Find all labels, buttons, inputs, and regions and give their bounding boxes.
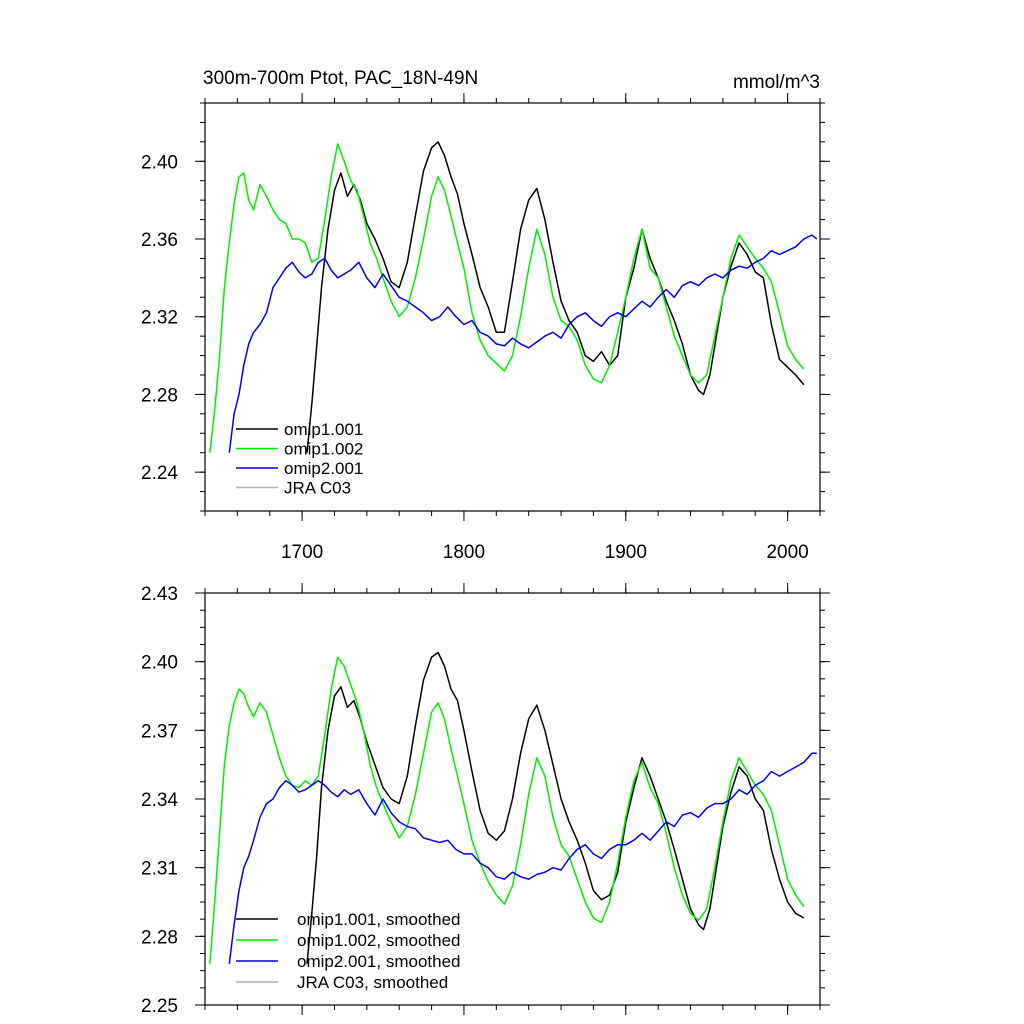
y-tick-label: 2.25 bbox=[141, 996, 178, 1017]
top-plot-frame bbox=[204, 102, 821, 512]
series-line-omip1-001-smoothed bbox=[306, 651, 805, 964]
y-tick-label: 2.40 bbox=[141, 653, 178, 674]
y-tick-label: 2.40 bbox=[141, 152, 178, 173]
series-line-omip2-001-smoothed bbox=[228, 752, 817, 964]
top-ticks: 2.24 2.28 2.32 2.36 2.40 1700 1800 1900 2000 bbox=[141, 93, 830, 563]
x-tick-label: 1800 bbox=[443, 542, 485, 563]
legend-label: omip1.001, smoothed bbox=[297, 910, 461, 929]
y-tick-label: 2.32 bbox=[141, 308, 178, 329]
x-tick-label: 1700 bbox=[281, 542, 323, 563]
y-tick-label: 2.28 bbox=[141, 927, 178, 948]
units-label: mmol/m^3 bbox=[733, 72, 820, 93]
y-tick-label: 2.43 bbox=[141, 584, 178, 605]
y-tick-label: 2.34 bbox=[141, 790, 178, 811]
y-tick-label: 2.31 bbox=[141, 859, 178, 880]
bottom-series bbox=[209, 651, 817, 964]
y-tick-label: 2.24 bbox=[141, 463, 178, 484]
legend-label: omip1.001 bbox=[284, 420, 363, 439]
top-series bbox=[209, 141, 818, 453]
top-panel: 300m-700m Ptot, PAC_18N-49N mmol/m^3 2.2… bbox=[141, 68, 830, 563]
x-tick-label: 2000 bbox=[766, 542, 808, 563]
legend-label: omip1.002 bbox=[284, 440, 363, 459]
bottom-legend: omip1.001, smoothed omip1.002, smoothed om… bbox=[236, 910, 461, 992]
legend-label: omip2.001 bbox=[284, 459, 363, 478]
x-tick-label: 1900 bbox=[605, 542, 647, 563]
legend-label: omip2.001, smoothed bbox=[297, 952, 461, 971]
series-line-omip1-001 bbox=[306, 141, 805, 453]
series-line-omip2-001 bbox=[228, 234, 818, 453]
bottom-panel: 2.25 2.28 2.31 2.34 2.37 2.40 2.43 omip1.001, … bbox=[141, 583, 830, 1017]
legend-label: JRA C03, smoothed bbox=[297, 973, 448, 992]
legend-label: omip1.002, smoothed bbox=[297, 931, 461, 950]
chart-title: 300m-700m Ptot, PAC_18N-49N bbox=[203, 68, 478, 89]
y-tick-label: 2.37 bbox=[141, 721, 178, 742]
series-line-omip1-002 bbox=[209, 143, 805, 453]
legend-label: JRA C03 bbox=[284, 479, 351, 498]
bottom-ticks: 2.25 2.28 2.31 2.34 2.37 2.40 2.43 bbox=[141, 583, 830, 1017]
series-line-omip1-002-smoothed bbox=[209, 656, 805, 964]
y-tick-label: 2.36 bbox=[141, 230, 178, 251]
y-tick-label: 2.28 bbox=[141, 385, 178, 406]
